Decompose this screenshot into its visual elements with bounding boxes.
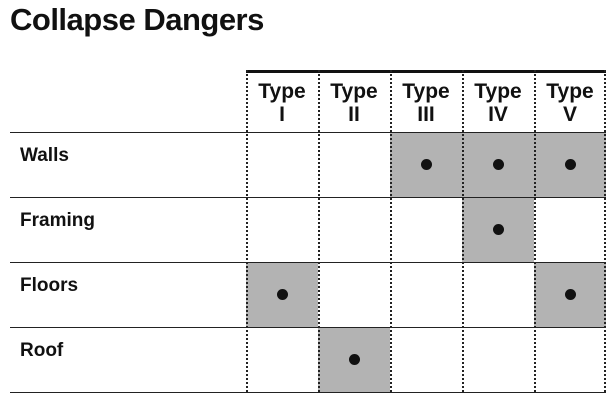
- danger-dot: [492, 224, 504, 235]
- column-header-line2: IV: [488, 103, 508, 126]
- danger-dot: [564, 289, 576, 300]
- column-header-line1: Type: [474, 80, 522, 103]
- column-divider: [246, 70, 248, 392]
- column-header-line2: I: [279, 103, 285, 126]
- marked-cell: [534, 262, 606, 327]
- marked-cell: [390, 132, 462, 197]
- marked-cell: [246, 262, 318, 327]
- row-rule: [10, 197, 606, 198]
- column-header-line1: Type: [402, 80, 450, 103]
- column-header-line2: III: [417, 103, 435, 126]
- column-header-line1: Type: [258, 80, 306, 103]
- danger-dot: [276, 289, 288, 300]
- marked-cell: [462, 132, 534, 197]
- column-header-line1: Type: [330, 80, 378, 103]
- marked-cell: [534, 132, 606, 197]
- row-label: Walls: [20, 145, 69, 166]
- column-divider: [604, 70, 606, 392]
- column-divider: [462, 70, 464, 392]
- column-header: Type III: [390, 80, 462, 126]
- column-divider: [318, 70, 320, 392]
- row-label: Framing: [20, 210, 95, 231]
- danger-dot: [564, 159, 576, 170]
- bottom-rule: [10, 392, 606, 393]
- column-divider: [534, 70, 536, 392]
- column-header: Type V: [534, 80, 606, 126]
- column-header-line2: V: [562, 103, 577, 126]
- column-divider: [390, 70, 392, 392]
- row-rule: [10, 262, 606, 263]
- row-label: Roof: [20, 340, 64, 361]
- marked-cell: [462, 197, 534, 262]
- row-rule: [10, 132, 606, 133]
- column-header: Type II: [318, 80, 390, 126]
- header-top-rule: [246, 70, 606, 73]
- row-label: Floors: [20, 275, 79, 296]
- column-header-line2: II: [348, 103, 360, 126]
- danger-dot: [492, 159, 504, 170]
- danger-dot: [348, 354, 360, 365]
- column-header: Type IV: [462, 80, 534, 126]
- chart-title: Collapse Dangers: [10, 2, 264, 37]
- danger-dot: [420, 159, 432, 170]
- column-header: Type I: [246, 80, 318, 126]
- marked-cell: [318, 327, 390, 392]
- column-header-line1: Type: [546, 80, 594, 103]
- row-rule: [10, 327, 606, 328]
